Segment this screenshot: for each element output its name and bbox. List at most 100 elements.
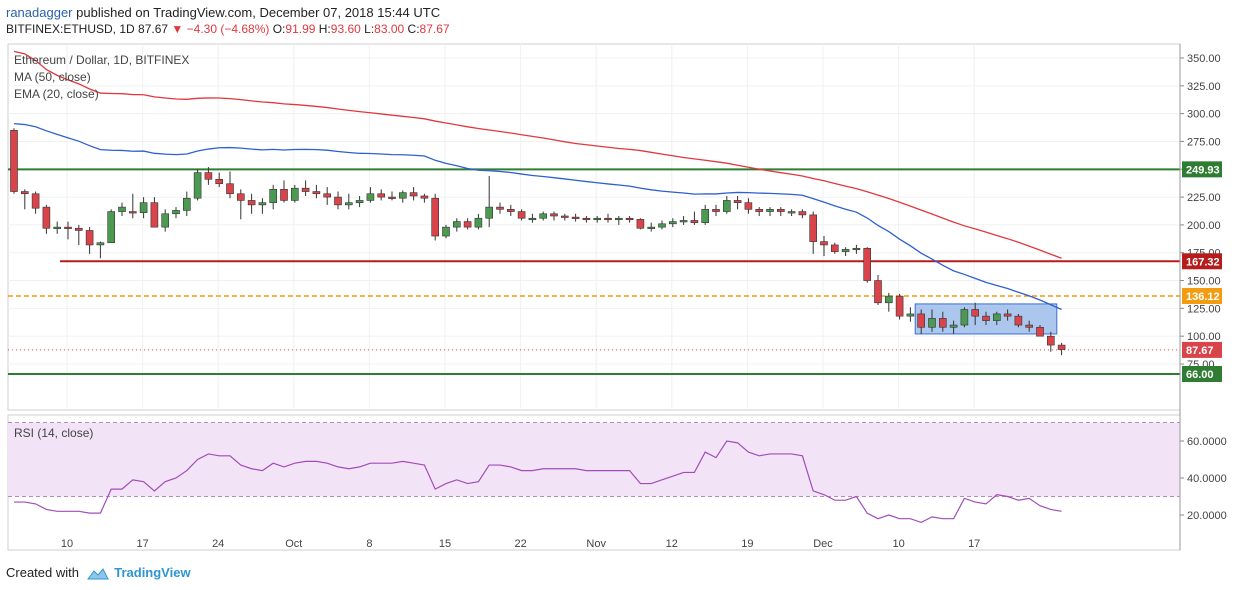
candle-body (215, 178, 223, 185)
candle-body (776, 209, 785, 212)
rsi-tick-label: 20.0000 (1187, 510, 1227, 522)
last-price-text: 87.67 (138, 22, 169, 36)
last-price-label-bg (1182, 341, 1222, 358)
low-value: 83.00 (374, 22, 405, 36)
candle-body (161, 213, 169, 228)
candle-body (463, 221, 472, 228)
tradingview-brand[interactable]: TradingView (114, 565, 191, 580)
price-labels: 249.93 167.32 136.12 66.00 87.67 (1182, 161, 1222, 383)
candle-body (949, 324, 958, 328)
candle-body (53, 226, 62, 229)
candle-body (755, 209, 764, 212)
rsi-pane (7, 414, 1181, 551)
candle-body (431, 197, 440, 237)
candle-body (280, 189, 288, 201)
candle-body (172, 210, 180, 215)
candle-body (269, 189, 278, 203)
candle-body (625, 217, 634, 221)
candle-body (884, 295, 893, 304)
x-tick-label: 10 (61, 538, 73, 550)
candle-body (485, 206, 494, 219)
candle-body (701, 209, 710, 223)
open-value: 91.99 (285, 22, 316, 36)
candle-body (1036, 326, 1044, 337)
x-tick-label: 22 (514, 538, 526, 550)
level-label: 167.32 (1186, 256, 1220, 268)
last-price-label: 87.67 (1186, 345, 1214, 357)
candle-body (971, 309, 980, 317)
candle-body (344, 202, 353, 206)
published-text: published on TradingView.com, December 0… (76, 5, 441, 20)
candle-body (1014, 315, 1023, 326)
candle-body (733, 200, 742, 203)
ema-legend: EMA (20, close) (14, 87, 99, 101)
candle-body (744, 202, 753, 210)
high-label: H: (318, 22, 331, 36)
candle-body (85, 230, 94, 246)
candle-body (830, 244, 839, 252)
candle-body (528, 217, 537, 221)
chart-title: Ethereum / Dollar, 1D, BITFINEX (14, 53, 189, 67)
candle-body (550, 213, 558, 217)
candle-body (874, 280, 882, 304)
price-pane (7, 43, 1181, 411)
candle-body (1025, 324, 1033, 328)
price-tick-label: 200.00 (1187, 220, 1221, 232)
candle-body (10, 130, 18, 192)
close-value: 87.67 (419, 22, 450, 36)
price-pane-frame (7, 43, 1181, 411)
candle-body (366, 193, 375, 201)
candle-body (614, 217, 623, 221)
candle-body (571, 216, 580, 219)
candle-body (1057, 344, 1066, 350)
candle-body (301, 187, 310, 192)
candle-body (474, 217, 483, 228)
candle-body (982, 315, 990, 321)
x-tick-label: 17 (968, 538, 980, 550)
level-label-bg (1182, 287, 1222, 304)
candle-body (31, 193, 40, 209)
x-tick-label: Oct (285, 538, 302, 550)
candle-body (452, 221, 461, 228)
x-tick-label: Nov (586, 538, 606, 550)
level-label: 136.12 (1186, 291, 1220, 303)
rsi-tick-label: 60.0000 (1187, 436, 1227, 448)
candle-body (1047, 335, 1055, 346)
candle-body (809, 214, 818, 242)
candle-body (992, 313, 1001, 321)
candle-body (323, 193, 332, 198)
x-tick-label: 12 (666, 538, 678, 550)
candle-body (938, 318, 947, 328)
open-label: O: (272, 22, 286, 36)
price-tick-label: 300.00 (1187, 109, 1221, 121)
candle-body (290, 187, 299, 201)
grid-lines (8, 44, 1180, 410)
level-label-bg (1182, 253, 1222, 270)
price-tick-label: 325.00 (1187, 81, 1221, 93)
candle-body (895, 295, 904, 317)
symbol-line: BITFINEX:ETHUSD, 1D 87.67 ▼ −4.30 (−4.68… (6, 22, 450, 36)
axes: 350.00325.00300.00275.00250.00225.00200.… (61, 44, 1227, 550)
candle-body (118, 206, 126, 212)
x-tick-label: 19 (741, 538, 753, 550)
footer: Created with TradingView (6, 565, 191, 581)
level-label-bg (1182, 366, 1222, 383)
price-tick-label: 125.00 (1187, 303, 1221, 315)
candle-body (139, 202, 148, 213)
author-link[interactable]: ranadagger (6, 5, 73, 20)
candle-body (237, 193, 245, 201)
change-text: −4.30 (−4.68%) (186, 22, 270, 36)
candle-body (560, 215, 569, 218)
candle-body (787, 211, 796, 214)
symbol-name: BITFINEX:ETHUSD, 1D (6, 22, 135, 36)
x-tick-label: 24 (212, 538, 224, 550)
high-value: 93.60 (330, 22, 361, 36)
rsi-polyline (14, 440, 1062, 524)
candle-body (658, 223, 666, 228)
publish-line: ranadagger published on TradingView.com,… (6, 5, 440, 20)
price-tick-label: 225.00 (1187, 192, 1221, 204)
candle-body (442, 226, 450, 237)
x-tick-label: 15 (439, 538, 451, 550)
candle-body (377, 193, 386, 198)
